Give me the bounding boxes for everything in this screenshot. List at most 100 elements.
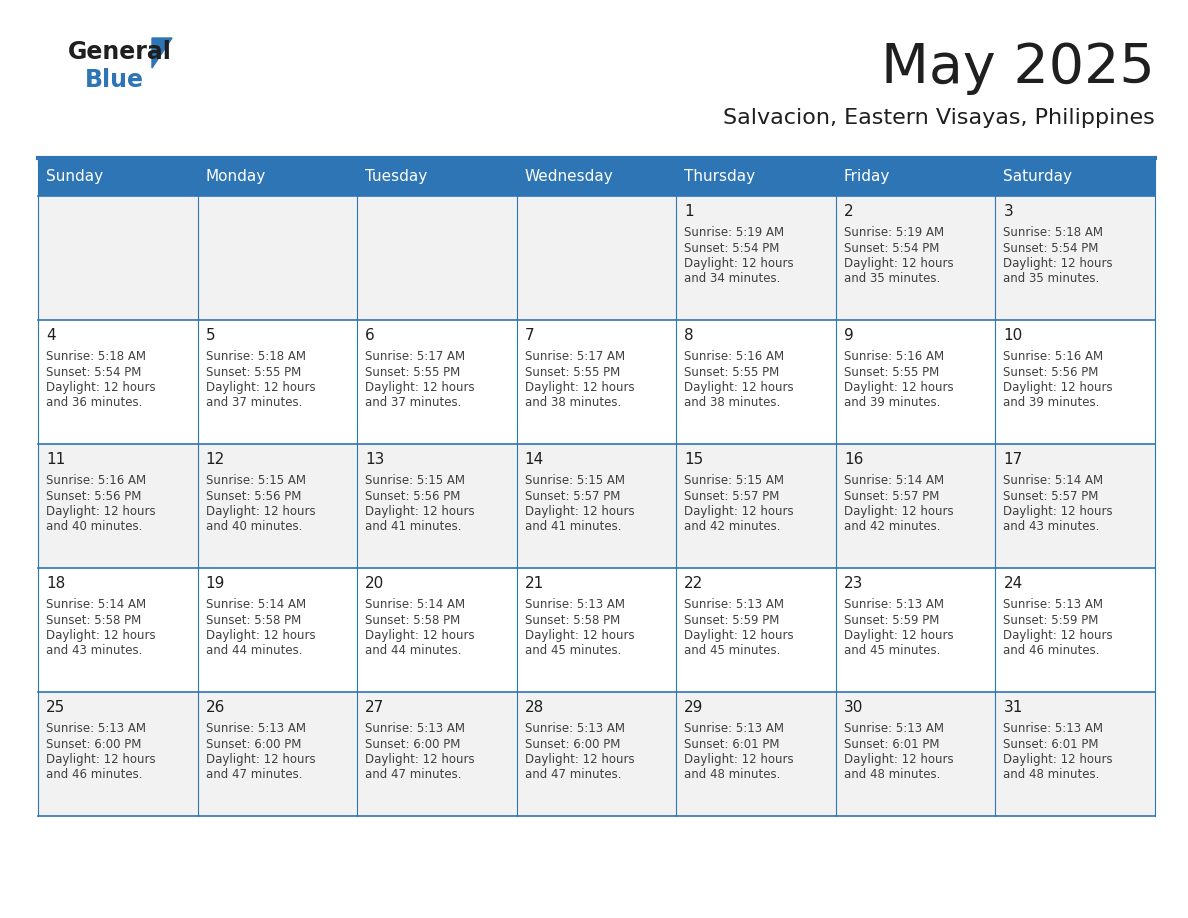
Text: and 48 minutes.: and 48 minutes. <box>843 768 940 781</box>
Bar <box>197 158 358 196</box>
Text: Sunset: 5:59 PM: Sunset: 5:59 PM <box>843 613 940 626</box>
Text: Daylight: 12 hours: Daylight: 12 hours <box>1004 257 1113 270</box>
Text: and 40 minutes.: and 40 minutes. <box>46 521 143 533</box>
Text: Sunset: 5:57 PM: Sunset: 5:57 PM <box>525 489 620 502</box>
Bar <box>38 444 1155 568</box>
Text: Daylight: 12 hours: Daylight: 12 hours <box>843 257 954 270</box>
Bar <box>38 158 197 196</box>
Text: Sunrise: 5:13 AM: Sunrise: 5:13 AM <box>206 722 305 735</box>
Text: 2: 2 <box>843 204 853 219</box>
Text: Sunset: 5:57 PM: Sunset: 5:57 PM <box>843 489 940 502</box>
Text: Daylight: 12 hours: Daylight: 12 hours <box>46 629 156 642</box>
Text: Salvacion, Eastern Visayas, Philippines: Salvacion, Eastern Visayas, Philippines <box>723 108 1155 128</box>
Text: Sunrise: 5:14 AM: Sunrise: 5:14 AM <box>1004 474 1104 487</box>
Text: and 43 minutes.: and 43 minutes. <box>1004 521 1100 533</box>
Text: 12: 12 <box>206 452 225 467</box>
Text: Daylight: 12 hours: Daylight: 12 hours <box>1004 505 1113 518</box>
Text: Daylight: 12 hours: Daylight: 12 hours <box>206 381 315 394</box>
Text: Sunset: 5:54 PM: Sunset: 5:54 PM <box>843 241 940 254</box>
Text: Sunrise: 5:14 AM: Sunrise: 5:14 AM <box>46 598 146 611</box>
Text: and 43 minutes.: and 43 minutes. <box>46 644 143 657</box>
Text: Sunset: 5:55 PM: Sunset: 5:55 PM <box>365 365 461 378</box>
Text: and 37 minutes.: and 37 minutes. <box>365 397 461 409</box>
Text: 29: 29 <box>684 700 703 715</box>
Bar <box>38 320 1155 444</box>
Text: Daylight: 12 hours: Daylight: 12 hours <box>684 381 794 394</box>
Text: and 46 minutes.: and 46 minutes. <box>46 768 143 781</box>
Text: Sunrise: 5:16 AM: Sunrise: 5:16 AM <box>1004 350 1104 363</box>
Text: 30: 30 <box>843 700 864 715</box>
Text: Sunset: 5:54 PM: Sunset: 5:54 PM <box>1004 241 1099 254</box>
Text: Monday: Monday <box>206 170 266 185</box>
Text: Daylight: 12 hours: Daylight: 12 hours <box>684 505 794 518</box>
Bar <box>38 196 1155 320</box>
Text: Friday: Friday <box>843 170 890 185</box>
Text: Sunrise: 5:15 AM: Sunrise: 5:15 AM <box>525 474 625 487</box>
Text: and 41 minutes.: and 41 minutes. <box>525 521 621 533</box>
Text: 16: 16 <box>843 452 864 467</box>
Text: Sunrise: 5:13 AM: Sunrise: 5:13 AM <box>843 598 943 611</box>
Text: Sunrise: 5:16 AM: Sunrise: 5:16 AM <box>684 350 784 363</box>
Text: Sunset: 5:54 PM: Sunset: 5:54 PM <box>684 241 779 254</box>
Text: Sunrise: 5:16 AM: Sunrise: 5:16 AM <box>843 350 944 363</box>
Text: and 45 minutes.: and 45 minutes. <box>684 644 781 657</box>
Text: Daylight: 12 hours: Daylight: 12 hours <box>684 257 794 270</box>
Text: Daylight: 12 hours: Daylight: 12 hours <box>46 505 156 518</box>
Text: 10: 10 <box>1004 328 1023 343</box>
Text: 24: 24 <box>1004 576 1023 591</box>
Text: Sunset: 5:58 PM: Sunset: 5:58 PM <box>365 613 461 626</box>
Text: Sunday: Sunday <box>46 170 103 185</box>
Text: Sunrise: 5:16 AM: Sunrise: 5:16 AM <box>46 474 146 487</box>
Text: Daylight: 12 hours: Daylight: 12 hours <box>525 505 634 518</box>
Text: and 37 minutes.: and 37 minutes. <box>206 397 302 409</box>
Text: Sunrise: 5:19 AM: Sunrise: 5:19 AM <box>684 226 784 239</box>
Text: Sunset: 5:56 PM: Sunset: 5:56 PM <box>1004 365 1099 378</box>
Text: Sunset: 5:56 PM: Sunset: 5:56 PM <box>206 489 301 502</box>
Text: and 44 minutes.: and 44 minutes. <box>365 644 462 657</box>
Text: 20: 20 <box>365 576 385 591</box>
Text: 5: 5 <box>206 328 215 343</box>
Text: Daylight: 12 hours: Daylight: 12 hours <box>1004 629 1113 642</box>
Text: 9: 9 <box>843 328 854 343</box>
Bar <box>38 568 1155 692</box>
Text: 17: 17 <box>1004 452 1023 467</box>
Text: Sunset: 5:59 PM: Sunset: 5:59 PM <box>1004 613 1099 626</box>
Text: Sunrise: 5:13 AM: Sunrise: 5:13 AM <box>1004 722 1104 735</box>
Text: Sunrise: 5:13 AM: Sunrise: 5:13 AM <box>46 722 146 735</box>
Text: Daylight: 12 hours: Daylight: 12 hours <box>843 505 954 518</box>
Text: 15: 15 <box>684 452 703 467</box>
Text: Daylight: 12 hours: Daylight: 12 hours <box>843 629 954 642</box>
Text: Daylight: 12 hours: Daylight: 12 hours <box>46 381 156 394</box>
Text: Daylight: 12 hours: Daylight: 12 hours <box>1004 753 1113 766</box>
Text: May 2025: May 2025 <box>881 41 1155 95</box>
Bar <box>517 158 676 196</box>
Text: 31: 31 <box>1004 700 1023 715</box>
Text: Sunrise: 5:14 AM: Sunrise: 5:14 AM <box>843 474 944 487</box>
Text: and 48 minutes.: and 48 minutes. <box>684 768 781 781</box>
Text: Sunrise: 5:14 AM: Sunrise: 5:14 AM <box>206 598 305 611</box>
Text: Daylight: 12 hours: Daylight: 12 hours <box>365 629 475 642</box>
Polygon shape <box>152 38 172 68</box>
Text: Daylight: 12 hours: Daylight: 12 hours <box>206 505 315 518</box>
Text: 22: 22 <box>684 576 703 591</box>
Text: 28: 28 <box>525 700 544 715</box>
Text: 19: 19 <box>206 576 225 591</box>
Text: Sunrise: 5:13 AM: Sunrise: 5:13 AM <box>365 722 466 735</box>
Text: 6: 6 <box>365 328 375 343</box>
Text: and 38 minutes.: and 38 minutes. <box>684 397 781 409</box>
Text: Daylight: 12 hours: Daylight: 12 hours <box>843 381 954 394</box>
Text: Sunset: 5:55 PM: Sunset: 5:55 PM <box>206 365 301 378</box>
Text: Daylight: 12 hours: Daylight: 12 hours <box>684 629 794 642</box>
Text: and 46 minutes.: and 46 minutes. <box>1004 644 1100 657</box>
Text: Sunset: 6:01 PM: Sunset: 6:01 PM <box>1004 737 1099 751</box>
Text: Sunset: 5:55 PM: Sunset: 5:55 PM <box>525 365 620 378</box>
Text: Sunset: 5:58 PM: Sunset: 5:58 PM <box>46 613 141 626</box>
Text: and 45 minutes.: and 45 minutes. <box>525 644 621 657</box>
Text: and 48 minutes.: and 48 minutes. <box>1004 768 1100 781</box>
Text: Daylight: 12 hours: Daylight: 12 hours <box>46 753 156 766</box>
Text: and 35 minutes.: and 35 minutes. <box>843 273 940 285</box>
Text: 21: 21 <box>525 576 544 591</box>
Text: Sunset: 5:57 PM: Sunset: 5:57 PM <box>1004 489 1099 502</box>
Text: Daylight: 12 hours: Daylight: 12 hours <box>365 753 475 766</box>
Text: 25: 25 <box>46 700 65 715</box>
